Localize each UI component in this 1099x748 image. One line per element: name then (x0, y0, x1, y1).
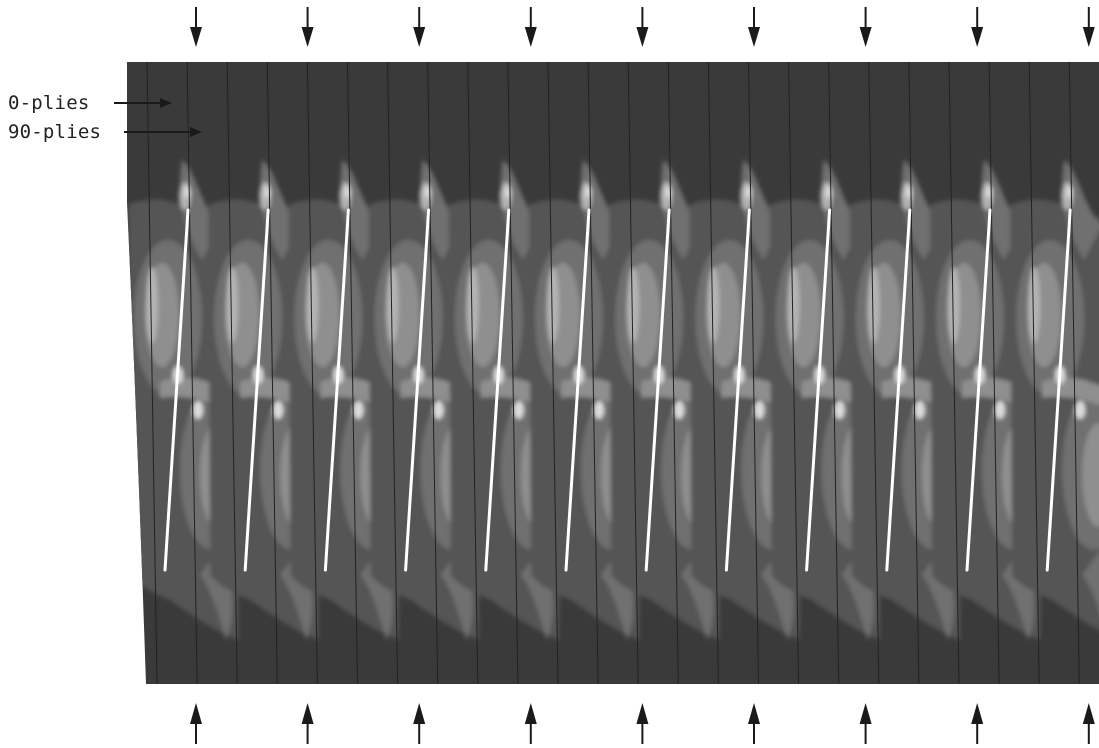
down-arrow-icon (524, 7, 537, 47)
transverse-cracks (163, 208, 1072, 572)
up-arrow-icon (190, 703, 202, 744)
transverse-crack-line (965, 208, 992, 572)
transverse-crack-line (885, 208, 912, 572)
ply-boundary (788, 62, 800, 684)
ply-boundary (146, 62, 158, 684)
ply-boundary (347, 62, 358, 684)
transverse-crack-line (163, 208, 190, 572)
transverse-crack-line (243, 208, 270, 572)
ply-boundary (186, 62, 198, 684)
ply-boundary (908, 62, 920, 684)
up-arrow-icon (413, 703, 426, 744)
ply-boundary (547, 62, 559, 684)
up-arrow-icon (301, 703, 314, 744)
down-arrow-icon (1082, 7, 1095, 47)
ply-boundary (587, 62, 599, 684)
transverse-crack-line (644, 208, 671, 572)
ply-boundary (306, 62, 318, 684)
ply-boundary (266, 62, 278, 684)
down-arrow-icon (190, 7, 202, 47)
transverse-crack-line (724, 208, 751, 572)
transverse-crack-line (805, 208, 832, 572)
down-arrow-icon (971, 7, 984, 47)
ply-boundary (948, 62, 960, 684)
transverse-crack-line (564, 208, 591, 572)
ply-boundary (387, 62, 399, 684)
ply-boundary (427, 62, 439, 684)
bottom-load-arrows (190, 703, 1095, 744)
up-arrow-icon (971, 703, 984, 744)
ply-boundary (667, 62, 679, 684)
ply-boundary (1068, 62, 1080, 684)
ply-boundary (1028, 62, 1040, 684)
specimen-panel (127, 62, 1099, 684)
ply-boundary (226, 62, 238, 684)
transverse-crack-line (484, 208, 511, 572)
ply-boundary (828, 62, 840, 684)
ply-boundary (507, 62, 519, 684)
ply-boundary (868, 62, 880, 684)
down-arrow-icon (413, 7, 426, 47)
transverse-crack-line (1045, 208, 1072, 572)
ply-boundaries (146, 62, 1080, 684)
zero-plies-arrowhead-icon (160, 98, 172, 108)
ninety-plies-arrowhead-icon (190, 127, 202, 137)
label-arrows (114, 98, 202, 137)
ply-boundary (707, 62, 719, 684)
down-arrow-icon (748, 7, 760, 47)
ply-boundary (467, 62, 479, 684)
up-arrow-icon (859, 703, 872, 744)
down-arrow-icon (636, 7, 649, 47)
up-arrow-icon (748, 703, 760, 744)
top-load-arrows (190, 7, 1095, 47)
transverse-crack-line (323, 208, 350, 572)
ninety-plies-label: 90-plies (8, 121, 102, 143)
ply-boundary (988, 62, 1000, 684)
stress-contours (128, 160, 1099, 641)
up-arrow-icon (524, 703, 537, 744)
stress-unit (1010, 160, 1099, 640)
transverse-crack-line (404, 208, 431, 572)
down-arrow-icon (859, 7, 872, 47)
zero-plies-label: 0-plies (8, 92, 90, 114)
ply-boundary (627, 62, 639, 684)
up-arrow-icon (636, 703, 649, 744)
down-arrow-icon (301, 7, 314, 47)
up-arrow-icon (1082, 703, 1095, 744)
ply-boundary (748, 62, 759, 684)
